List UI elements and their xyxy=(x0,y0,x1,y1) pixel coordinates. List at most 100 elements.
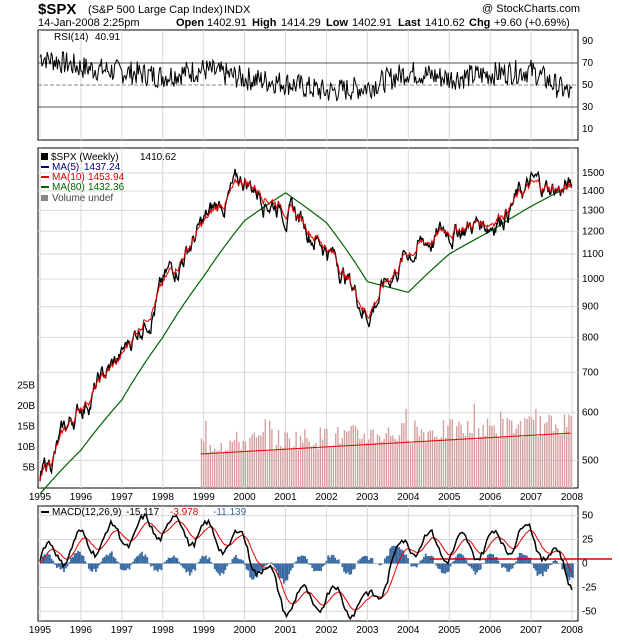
macd-hist-bar xyxy=(503,564,505,567)
macd-hist-bar xyxy=(244,564,246,566)
high-label: High xyxy=(252,17,277,29)
macd-hist-bar xyxy=(427,556,429,563)
macd-hist-bar xyxy=(138,556,140,564)
macd-hist-bar xyxy=(402,550,404,563)
macd-hist-bar xyxy=(173,556,175,564)
x-tick-price-1998: 1998 xyxy=(152,492,175,503)
watermark: @ StockCharts.com xyxy=(482,3,580,15)
rsi-tick-70: 70 xyxy=(582,58,594,69)
macd-hist-bar xyxy=(446,564,448,573)
rsi-tick-50: 50 xyxy=(582,80,594,91)
macd-hist-bar xyxy=(258,564,260,573)
macd-hist-bar xyxy=(237,558,239,563)
macd-hist-bar xyxy=(74,553,76,563)
macd-hist-bar xyxy=(411,564,413,567)
volume-bar xyxy=(436,437,437,488)
macd-hist-bar xyxy=(476,564,478,573)
volume-bar xyxy=(412,443,413,488)
volume-bar xyxy=(502,419,503,488)
macd-hist-bar xyxy=(331,555,333,563)
volume-bar xyxy=(570,416,571,488)
x-tick-price-2008: 2008 xyxy=(561,492,584,503)
volume-bar xyxy=(350,426,351,488)
macd-hist-bar xyxy=(217,564,219,574)
macd-hist-bar xyxy=(115,558,117,563)
volume-bar xyxy=(548,415,549,488)
macd-hist-bar xyxy=(136,557,138,564)
macd-hist-bar xyxy=(290,564,292,571)
macd-hist-bar xyxy=(294,563,296,564)
macd-hist-bar xyxy=(306,559,308,563)
volume-tick-15B: 15B xyxy=(17,422,35,433)
volume-bar xyxy=(522,437,523,488)
volume-bar xyxy=(471,433,472,488)
macd-hist-bar xyxy=(285,564,287,581)
macd-hist-bar xyxy=(90,564,92,571)
macd-hist-bar xyxy=(191,564,193,573)
volume-bar xyxy=(207,452,208,488)
volume-bar xyxy=(326,429,327,488)
volume-bar xyxy=(504,437,505,488)
volume-bar xyxy=(557,428,558,488)
macd-hist-bar xyxy=(510,564,512,570)
x-tick-macd-2002: 2002 xyxy=(315,625,338,636)
macd-hist-bar xyxy=(58,564,60,567)
macd-hist-bar xyxy=(345,564,347,574)
volume-bar xyxy=(251,435,252,488)
macd-hist-bar xyxy=(455,557,457,563)
macd-hist-bar xyxy=(45,556,47,564)
volume-bar xyxy=(533,420,534,488)
macd-hist-bar xyxy=(154,564,156,571)
macd-hist-bar xyxy=(469,564,471,567)
macd-hist-bar xyxy=(473,564,475,571)
volume-bar xyxy=(331,447,332,488)
volume-bar xyxy=(542,435,543,488)
macd-hist-bar xyxy=(84,561,86,563)
volume-bar xyxy=(419,436,420,488)
low-value: 1402.91 xyxy=(352,17,392,29)
macd-signal-value: -3.978 xyxy=(170,507,199,518)
volume-bar xyxy=(278,430,279,488)
macd-hist-bar xyxy=(347,564,349,573)
volume-bar xyxy=(273,450,274,488)
macd-hist-bar xyxy=(70,558,72,564)
volume-bar xyxy=(500,411,501,488)
macd-hist-bar xyxy=(177,558,179,563)
macd-hist-bar xyxy=(72,557,74,564)
volume-bar xyxy=(280,446,281,488)
volume-bar xyxy=(526,419,527,488)
volume-bar xyxy=(482,425,483,488)
macd-hist-bar xyxy=(318,564,320,572)
macd-hist-bar xyxy=(170,558,172,564)
volume-bar xyxy=(458,421,459,488)
macd-hist-bar xyxy=(287,564,289,581)
volume-bar xyxy=(460,425,461,488)
macd-hist-bar xyxy=(441,564,443,573)
macd-hist-bar xyxy=(210,562,212,564)
macd-hist-bar xyxy=(161,564,163,571)
macd-hist-bar xyxy=(342,564,344,568)
volume-bar xyxy=(509,420,510,488)
macd-hist-bar xyxy=(235,555,237,563)
macd-hist-bar xyxy=(535,564,537,571)
macd-hist-bar xyxy=(361,557,363,563)
volume-bar xyxy=(445,438,446,488)
macd-hist-bar xyxy=(162,564,164,565)
macd-hist-bar xyxy=(279,564,281,579)
volume-bar xyxy=(337,427,338,488)
volume-bar xyxy=(205,421,206,488)
x-tick-macd-2006: 2006 xyxy=(479,625,502,636)
macd-hist-bar xyxy=(372,558,374,563)
volume-bar xyxy=(245,442,246,488)
low-label: Low xyxy=(326,17,348,29)
x-tick-price-2002: 2002 xyxy=(315,492,338,503)
volume-tick-20B: 20B xyxy=(17,401,35,412)
macd-hist-bar xyxy=(508,564,510,572)
macd-hist-bar xyxy=(113,557,115,564)
volume-bar xyxy=(201,438,202,488)
macd-hist-bar xyxy=(164,562,166,564)
volume-bar xyxy=(344,430,345,488)
rsi-label: RSI(14) 40.91 xyxy=(54,32,120,43)
macd-hist-bar xyxy=(333,555,335,564)
macd-hist-bar xyxy=(123,564,125,571)
